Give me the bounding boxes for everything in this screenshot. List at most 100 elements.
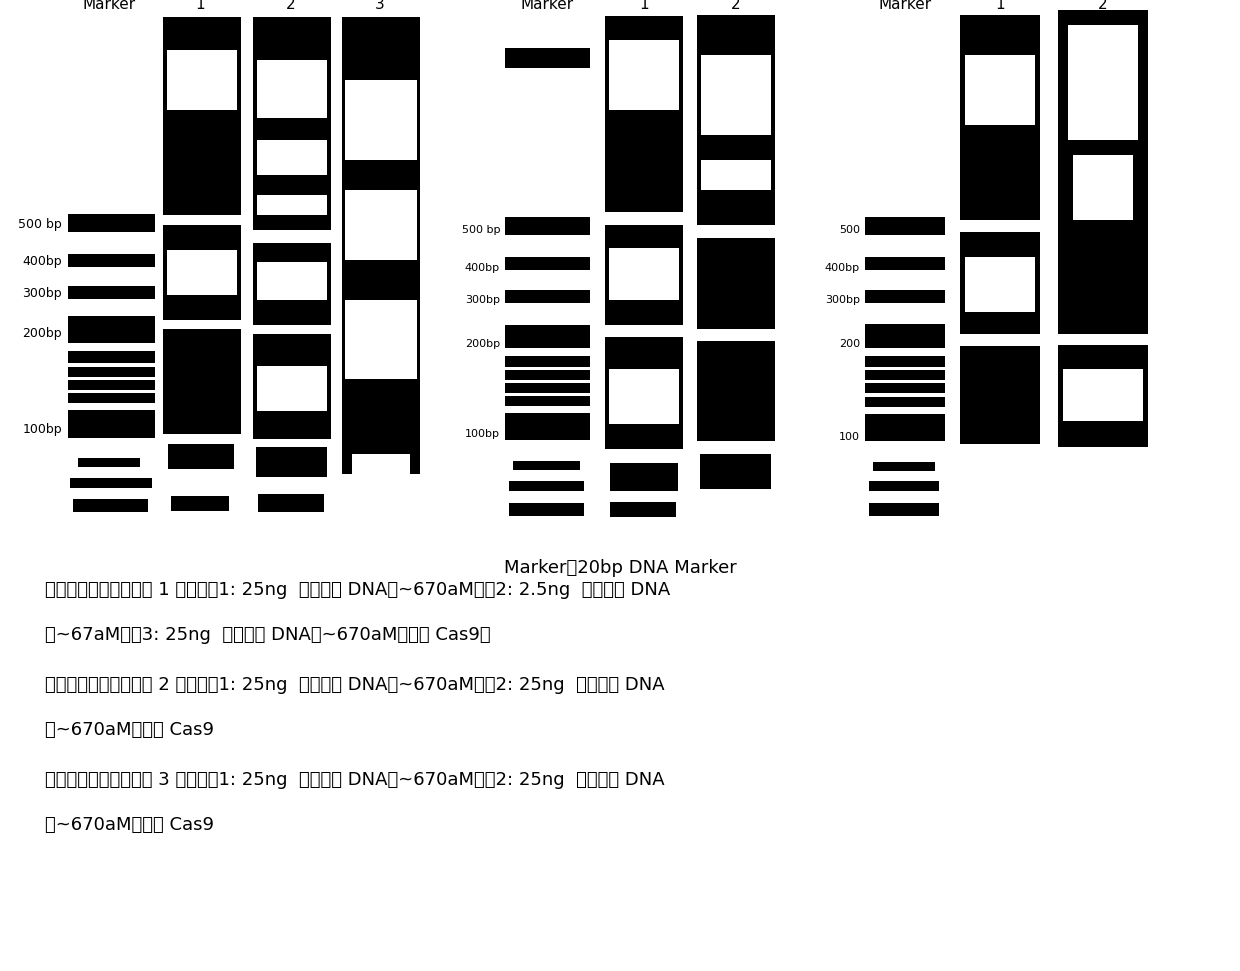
- Bar: [258, 494, 324, 513]
- Bar: [873, 462, 935, 471]
- Bar: [167, 50, 237, 110]
- Bar: [257, 60, 327, 117]
- Bar: [609, 40, 680, 110]
- Bar: [866, 323, 945, 349]
- Bar: [505, 370, 590, 381]
- Bar: [1063, 369, 1143, 421]
- Bar: [1073, 154, 1133, 219]
- Bar: [505, 217, 590, 235]
- Bar: [960, 15, 1040, 219]
- Bar: [960, 232, 1040, 334]
- Bar: [253, 334, 331, 439]
- Bar: [342, 17, 420, 474]
- Bar: [257, 195, 327, 215]
- Text: 500: 500: [839, 224, 861, 235]
- Bar: [605, 224, 683, 324]
- Bar: [965, 55, 1035, 125]
- Text: Marker: Marker: [878, 0, 931, 12]
- Bar: [505, 48, 590, 68]
- Bar: [68, 393, 155, 403]
- Bar: [1068, 25, 1138, 140]
- Text: Marker：20bp DNA Marker: Marker：20bp DNA Marker: [503, 559, 737, 577]
- Bar: [609, 248, 680, 299]
- Bar: [171, 496, 229, 511]
- Text: 1: 1: [639, 0, 649, 12]
- Text: Marker: Marker: [521, 0, 574, 12]
- Text: 500 bp: 500 bp: [19, 218, 62, 231]
- Bar: [505, 324, 590, 349]
- Bar: [352, 454, 410, 474]
- Text: 400bp: 400bp: [22, 255, 62, 268]
- Bar: [513, 461, 580, 470]
- Text: 500 bp: 500 bp: [461, 224, 500, 235]
- Bar: [253, 243, 331, 324]
- Text: 100bp: 100bp: [22, 422, 62, 436]
- Bar: [167, 445, 234, 469]
- Bar: [697, 15, 775, 224]
- Bar: [866, 289, 945, 303]
- Bar: [505, 256, 590, 270]
- Bar: [508, 482, 584, 491]
- Bar: [68, 367, 155, 378]
- Text: （~670aM），无 Cas9: （~670aM），无 Cas9: [45, 816, 215, 834]
- Bar: [605, 338, 683, 450]
- Bar: [345, 80, 417, 160]
- Text: 2: 2: [732, 0, 740, 12]
- Bar: [866, 384, 945, 393]
- Bar: [68, 316, 155, 344]
- Bar: [162, 17, 241, 215]
- Bar: [253, 17, 331, 230]
- Bar: [68, 352, 155, 363]
- Text: 300bp: 300bp: [22, 287, 62, 300]
- Bar: [162, 329, 241, 434]
- Text: （~670aM），无 Cas9: （~670aM），无 Cas9: [45, 721, 215, 739]
- Text: 200bp: 200bp: [465, 340, 500, 350]
- Text: 400bp: 400bp: [465, 262, 500, 273]
- Text: 左：针对人基因组位点 1 的扬增。1: 25ng  人基因组 DNA（~670aM）；2: 2.5ng  人基因组 DNA: 左：针对人基因组位点 1 的扬增。1: 25ng 人基因组 DNA（~670aM…: [45, 581, 671, 599]
- Bar: [866, 256, 945, 270]
- Bar: [508, 503, 584, 517]
- Bar: [167, 250, 237, 294]
- Bar: [345, 189, 417, 259]
- Bar: [505, 289, 590, 303]
- Bar: [68, 285, 155, 298]
- Bar: [257, 140, 327, 175]
- Bar: [69, 479, 153, 488]
- Bar: [960, 347, 1040, 445]
- Text: 2: 2: [286, 0, 296, 12]
- Bar: [701, 55, 771, 135]
- Bar: [68, 411, 155, 438]
- Bar: [697, 342, 775, 442]
- Text: 100: 100: [839, 432, 861, 443]
- Bar: [701, 454, 771, 489]
- Bar: [1058, 10, 1148, 334]
- Bar: [78, 458, 140, 467]
- Text: Marker: Marker: [82, 0, 135, 12]
- Text: （~67aM）；3: 25ng  人基因组 DNA（~670aM），无 Cas9。: （~67aM）；3: 25ng 人基因组 DNA（~670aM），无 Cas9。: [45, 626, 491, 644]
- Text: 300bp: 300bp: [465, 294, 500, 305]
- Bar: [257, 366, 327, 412]
- Bar: [866, 370, 945, 381]
- Bar: [866, 356, 945, 367]
- Bar: [605, 16, 683, 212]
- Text: 3: 3: [376, 0, 384, 12]
- Text: 400bp: 400bp: [825, 262, 861, 273]
- Bar: [610, 502, 676, 518]
- Bar: [869, 482, 939, 491]
- Bar: [866, 397, 945, 408]
- Bar: [345, 299, 417, 380]
- Bar: [505, 396, 590, 407]
- Bar: [73, 499, 148, 513]
- Bar: [68, 381, 155, 390]
- Text: 200: 200: [839, 340, 861, 350]
- Bar: [505, 414, 590, 440]
- Text: 300bp: 300bp: [825, 294, 861, 305]
- Bar: [162, 224, 241, 319]
- Bar: [701, 160, 771, 189]
- Bar: [68, 214, 155, 232]
- Bar: [257, 261, 327, 299]
- Text: 200bp: 200bp: [22, 327, 62, 340]
- Text: 1: 1: [195, 0, 205, 12]
- Bar: [609, 369, 680, 424]
- Text: 2: 2: [1099, 0, 1107, 12]
